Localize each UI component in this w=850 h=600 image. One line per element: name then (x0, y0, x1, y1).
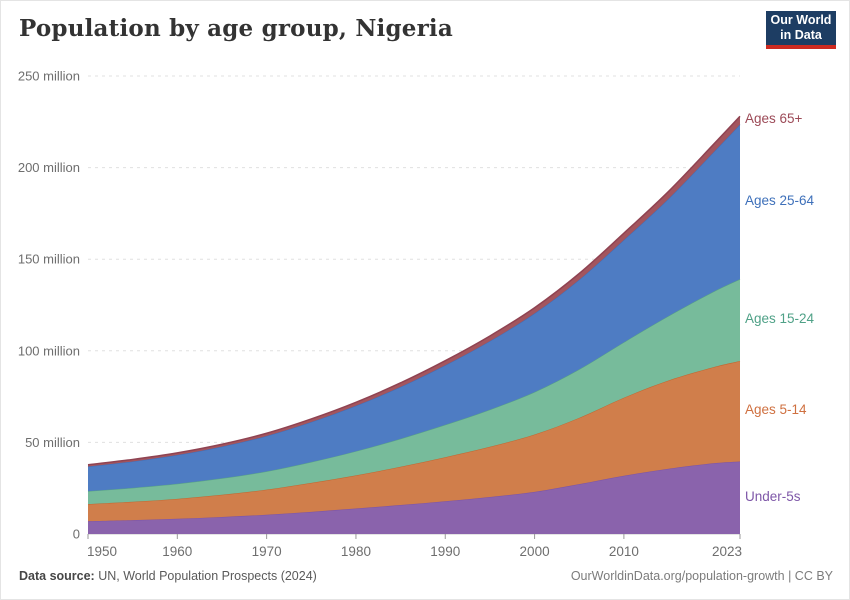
owid-url-link[interactable]: OurWorldinData.org/population-growth | C… (570, 569, 833, 583)
data-source-label: Data source: (19, 569, 95, 583)
y-tick-label-250: 250 million (18, 69, 80, 84)
y-tick-label-0: 0 (73, 527, 80, 542)
data-source-note: Data source: UN, World Population Prospe… (19, 569, 317, 583)
y-tick-label-150: 150 million (18, 252, 80, 267)
data-source-text: UN, World Population Prospects (2024) (94, 569, 317, 583)
chart-footer: Data source: UN, World Population Prospe… (19, 569, 833, 583)
x-tick-label-1990: 1990 (430, 544, 460, 559)
page-title: Population by age group, Nigeria (19, 15, 453, 42)
x-tick-label-1960: 1960 (162, 544, 192, 559)
series-label-ages-5-14[interactable]: Ages 5-14 (745, 402, 807, 418)
owid-logo-line1: Our World (770, 13, 832, 28)
owid-logo-line2: in Data (780, 28, 822, 42)
area-ages-15-24[interactable] (88, 279, 740, 505)
area-ages-25-64[interactable] (88, 124, 740, 492)
y-tick-label-200: 200 million (18, 160, 80, 175)
y-tick-label-100: 100 million (18, 343, 80, 358)
area-ages-5-14[interactable] (88, 361, 740, 522)
x-tick-label-1980: 1980 (341, 544, 371, 559)
area-border-ages-65- (87, 115, 741, 466)
series-label-under-5s[interactable]: Under-5s (745, 488, 801, 504)
x-tick-label-1970: 1970 (252, 544, 282, 559)
x-tick-label-2023: 2023 (712, 544, 742, 559)
series-label-ages-25-64[interactable]: Ages 25-64 (745, 192, 815, 208)
series-label-ages-15-24[interactable]: Ages 15-24 (745, 311, 815, 327)
series-label-ages-65-[interactable]: Ages 65+ (745, 111, 803, 127)
y-tick-label-50: 50 million (25, 435, 80, 450)
x-tick-label-1950: 1950 (87, 544, 117, 559)
x-tick-label-2010: 2010 (609, 544, 639, 559)
owid-logo[interactable]: Our World in Data (766, 11, 836, 49)
x-tick-label-2000: 2000 (520, 544, 550, 559)
